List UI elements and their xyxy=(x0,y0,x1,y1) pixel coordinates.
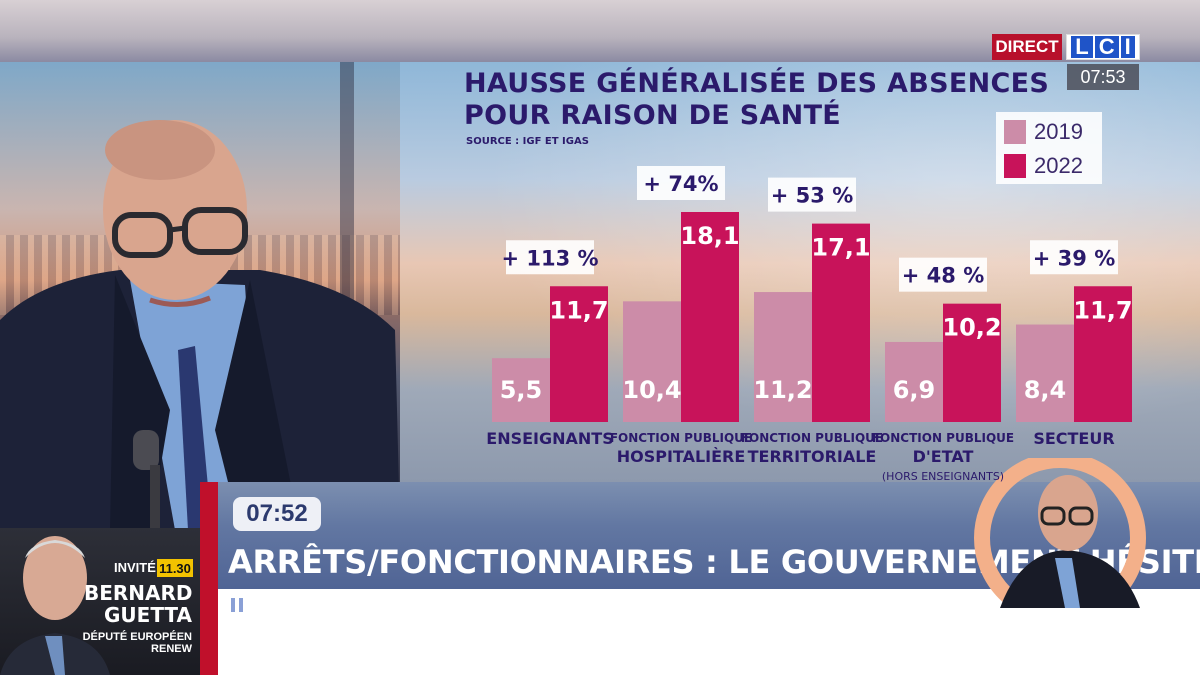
bar-2022-1 xyxy=(550,286,608,422)
guest-portrait xyxy=(974,458,1146,608)
change-badge-2 xyxy=(637,166,725,200)
guest-last-name: GUETTA xyxy=(104,603,192,627)
guest-role: DÉPUTÉ EUROPÉEN RENEW xyxy=(82,631,192,655)
bar-2022-5 xyxy=(1074,286,1132,422)
category-label-3-line2: TERRITORIALE xyxy=(748,447,877,466)
presenter-image xyxy=(0,120,400,530)
chart-title-line2: POUR RAISON DE SANTÉ xyxy=(464,100,842,131)
bar-2019-3 xyxy=(754,292,812,422)
guest-panel xyxy=(0,528,200,675)
legend-item-2019: 2019 xyxy=(1004,118,1083,146)
infographic-panel: HAUSSE GÉNÉRALISÉE DES ABSENCES POUR RAI… xyxy=(400,62,1200,482)
category-label-2-line1: FONCTION PUBLIQUE xyxy=(610,431,752,445)
bar-2019-5 xyxy=(1016,324,1074,422)
change-label-3: + 53 % xyxy=(771,184,853,208)
category-label-4-line3: (HORS ENSEIGNANTS) xyxy=(882,470,1004,482)
legend-swatch-2022 xyxy=(1004,154,1026,178)
bar-value-2022-3: 17,1 xyxy=(811,234,870,262)
chart-title-line1: HAUSSE GÉNÉRALISÉE DES ABSENCES xyxy=(464,68,1050,99)
category-label-3-line1: FONCTION PUBLIQUE xyxy=(741,431,883,445)
category-label-2-line2: HOSPITALIÈRE xyxy=(617,447,746,466)
bar-2019-2 xyxy=(623,301,681,422)
bar-value-2019-3: 11,2 xyxy=(753,376,812,404)
bar-value-2022-2: 18,1 xyxy=(680,222,739,250)
channel-logo: L C I xyxy=(1066,34,1140,60)
legend-label-2022: 2022 xyxy=(1034,153,1083,178)
change-badge-5 xyxy=(1030,240,1118,275)
change-label-2: + 74% xyxy=(643,172,718,196)
guest-photo xyxy=(0,536,110,675)
change-label-5: + 39 % xyxy=(1033,246,1115,270)
logo-letter-i: I xyxy=(1120,36,1135,58)
guest-name: BERNARD GUETTA xyxy=(84,581,193,627)
live-badge: DIRECT xyxy=(992,34,1062,60)
category-label-4-line1: FONCTION PUBLIQUE xyxy=(872,431,1014,445)
category-label-5: SECTEUR xyxy=(1033,429,1114,448)
guest-first-name: BERNARD xyxy=(84,581,193,605)
bar-chart: 5,5 11,7 + 113 % ENSEIGNANTS 10,4 18,1 + 74% FO… xyxy=(486,166,1133,482)
change-badge-3 xyxy=(768,177,856,212)
category-label-4-line2: D'ETAT xyxy=(913,447,974,466)
legend-label-2019: 2019 xyxy=(1034,119,1083,144)
legend-swatch-2019 xyxy=(1004,120,1026,144)
chart-legend: 2019 2022 xyxy=(996,112,1102,184)
bar-2022-2 xyxy=(681,212,739,422)
logo-letter-l: L xyxy=(1071,36,1093,58)
change-label-4: + 48 % xyxy=(902,264,984,288)
bar-value-2019-5: 8,4 xyxy=(1024,376,1067,404)
channel-clock: 07:53 xyxy=(1067,64,1139,90)
logo-letter-c: C xyxy=(1094,36,1119,58)
chart-title: HAUSSE GÉNÉRALISÉE DES ABSENCES POUR RAI… xyxy=(464,68,1049,132)
guest-invite-time: 11.30 xyxy=(157,559,193,577)
bar-2019-1 xyxy=(492,358,550,422)
guest-invite-label: INVITÉ xyxy=(114,560,156,575)
bar-value-2019-4: 6,9 xyxy=(893,376,936,404)
ticker-icon xyxy=(231,598,251,612)
legend-item-2022: 2022 xyxy=(1004,152,1083,180)
lower-third-time: 07:52 xyxy=(233,497,321,531)
bar-value-2022-5: 11,7 xyxy=(1073,296,1132,324)
bar-value-2022-1: 11,7 xyxy=(549,296,608,324)
category-label-1: ENSEIGNANTS xyxy=(486,429,613,448)
bar-value-2022-4: 10,2 xyxy=(942,314,1001,342)
bar-value-2019-1: 5,5 xyxy=(500,376,543,404)
bar-2022-3 xyxy=(812,223,870,422)
bar-value-2019-2: 10,4 xyxy=(622,376,681,404)
lower-third-accent xyxy=(200,482,218,675)
change-badge-1 xyxy=(506,240,594,275)
lower-third-headline: ARRÊTS/FONCTIONNAIRES : LE GOUVERNEMENT … xyxy=(228,543,1200,581)
change-badge-4 xyxy=(899,257,987,292)
bar-2019-4 xyxy=(885,341,943,422)
bar-2022-4 xyxy=(943,303,1001,422)
change-label-1: + 113 % xyxy=(501,246,598,270)
chart-source: SOURCE : IGF ET IGAS xyxy=(466,136,589,147)
